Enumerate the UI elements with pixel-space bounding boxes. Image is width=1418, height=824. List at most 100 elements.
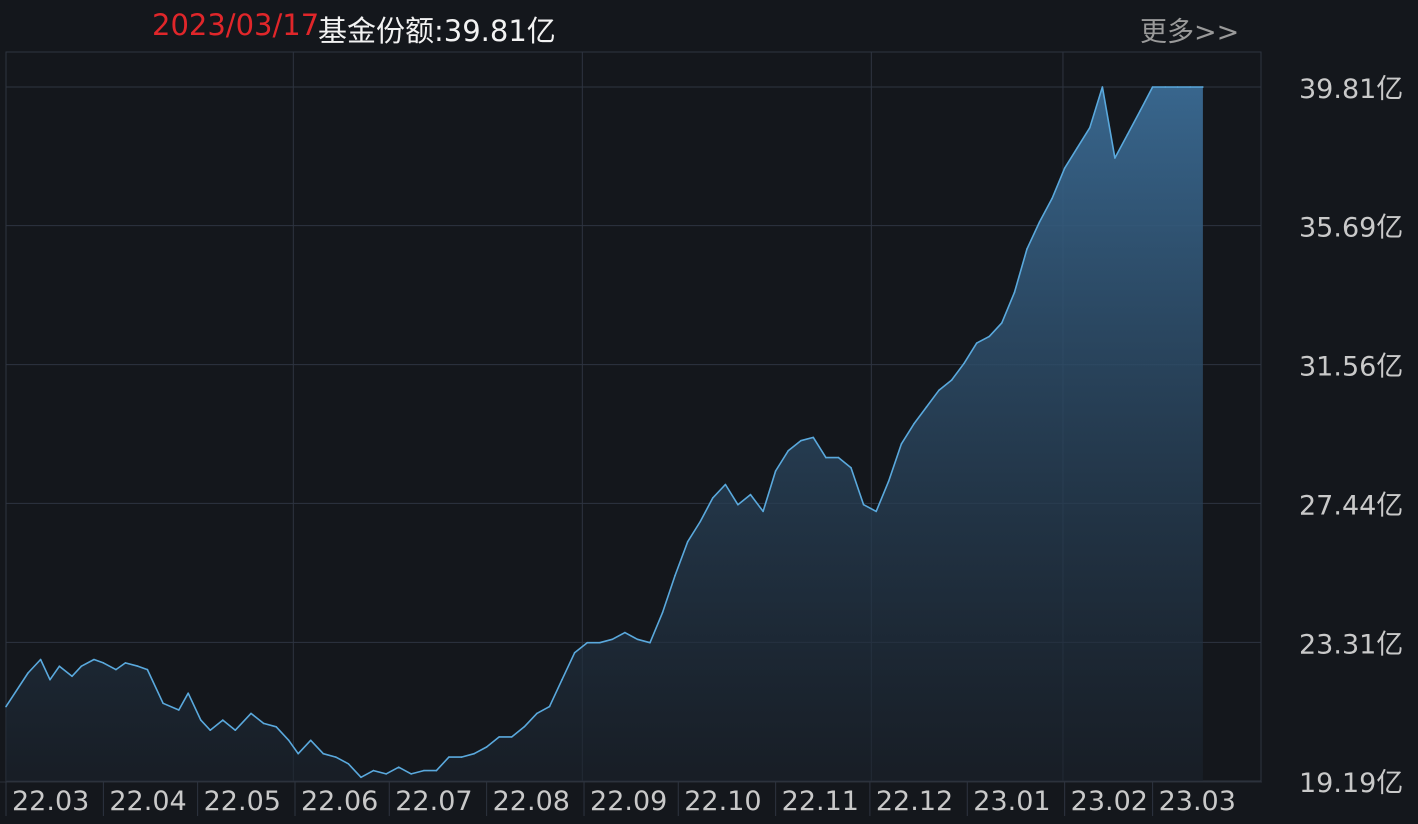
chart-header: 2023/03/17 基金份额:39.81亿 更多>> bbox=[0, 0, 1418, 52]
data-point-88 bbox=[1101, 86, 1104, 88]
data-point-81 bbox=[1013, 291, 1016, 294]
x-tick-label-2: 22.05 bbox=[204, 786, 281, 817]
data-point-80 bbox=[1001, 322, 1003, 324]
x-tick-label-5: 22.08 bbox=[493, 786, 570, 817]
data-point-66 bbox=[825, 456, 827, 459]
data-point-47 bbox=[586, 641, 588, 644]
data-point-12 bbox=[146, 668, 149, 671]
area-fill bbox=[6, 87, 1203, 781]
data-point-87 bbox=[1089, 126, 1091, 129]
data-point-9 bbox=[115, 668, 117, 671]
data-point-14 bbox=[178, 709, 180, 711]
data-point-73 bbox=[913, 423, 915, 425]
data-point-33 bbox=[410, 773, 413, 775]
data-point-67 bbox=[837, 456, 840, 459]
selected-date: 2023/03/17 bbox=[152, 8, 320, 42]
data-point-11 bbox=[137, 665, 139, 667]
y-tick-label-2: 31.56亿 bbox=[1299, 352, 1403, 383]
data-point-23 bbox=[287, 739, 290, 742]
data-point-91 bbox=[1139, 110, 1141, 112]
data-point-13 bbox=[162, 702, 164, 705]
data-point-95 bbox=[1189, 86, 1192, 88]
data-point-92 bbox=[1151, 86, 1154, 88]
data-point-21 bbox=[262, 722, 265, 725]
data-point-57 bbox=[712, 497, 714, 499]
data-point-76 bbox=[950, 379, 953, 381]
x-tick-label-11: 23.02 bbox=[1071, 786, 1148, 817]
data-point-79 bbox=[988, 335, 991, 338]
data-point-3 bbox=[49, 678, 51, 681]
data-point-40 bbox=[498, 736, 501, 738]
data-point-26 bbox=[322, 752, 325, 755]
data-point-28 bbox=[347, 763, 350, 765]
x-tick-label-6: 22.09 bbox=[590, 786, 667, 817]
data-point-62 bbox=[774, 470, 777, 472]
data-point-15 bbox=[187, 692, 189, 694]
y-tick-label-3: 27.44亿 bbox=[1299, 490, 1403, 521]
data-point-6 bbox=[80, 665, 83, 667]
x-tick-label-12: 23.03 bbox=[1159, 786, 1236, 817]
y-axis: 39.81亿 35.69亿 31.56亿 27.44亿 23.31亿 19.19亿 bbox=[1299, 74, 1403, 799]
data-point-46 bbox=[573, 652, 576, 654]
data-point-96 bbox=[1202, 86, 1204, 88]
data-point-59 bbox=[737, 503, 739, 506]
data-point-4 bbox=[58, 665, 61, 667]
data-point-2 bbox=[39, 658, 42, 661]
data-point-49 bbox=[611, 638, 614, 641]
data-point-68 bbox=[850, 466, 852, 469]
data-point-83 bbox=[1038, 221, 1041, 223]
data-point-19 bbox=[234, 729, 237, 731]
data-point-32 bbox=[397, 766, 400, 768]
data-point-82 bbox=[1026, 248, 1028, 250]
data-point-50 bbox=[624, 631, 626, 634]
more-link[interactable]: 更多>> bbox=[1140, 17, 1240, 48]
y-tick-label-5: 19.19亿 bbox=[1299, 768, 1403, 799]
data-point-43 bbox=[536, 712, 538, 715]
data-point-90 bbox=[1126, 133, 1129, 136]
x-tick-label-4: 22.07 bbox=[395, 786, 472, 817]
data-point-51 bbox=[636, 638, 639, 641]
data-point-55 bbox=[686, 540, 689, 543]
data-point-8 bbox=[102, 662, 105, 664]
data-point-42 bbox=[523, 726, 526, 728]
data-point-89 bbox=[1114, 157, 1116, 159]
data-point-74 bbox=[925, 406, 928, 408]
x-axis: 22.03 22.04 22.05 22.06 22.07 22.08 22.09 22.10… bbox=[0, 781, 1262, 817]
data-point-16 bbox=[200, 719, 202, 721]
x-tick-label-3: 22.06 bbox=[301, 786, 378, 817]
data-point-5 bbox=[71, 675, 73, 678]
data-point-56 bbox=[699, 520, 702, 523]
data-point-20 bbox=[250, 712, 252, 715]
data-point-31 bbox=[385, 773, 387, 775]
data-point-69 bbox=[862, 503, 865, 506]
data-point-30 bbox=[372, 769, 375, 772]
data-point-52 bbox=[649, 641, 651, 644]
data-point-54 bbox=[674, 574, 676, 577]
data-point-85 bbox=[1063, 167, 1066, 169]
data-point-17 bbox=[209, 729, 211, 731]
y-tick-label-1: 35.69亿 bbox=[1299, 213, 1403, 244]
data-point-60 bbox=[749, 493, 752, 496]
fund-share-value: 基金份额:39.81亿 bbox=[318, 14, 556, 48]
y-tick-label-4: 23.31亿 bbox=[1299, 629, 1403, 660]
x-tick-label-8: 22.11 bbox=[782, 786, 859, 817]
data-point-45 bbox=[561, 678, 563, 681]
data-point-94 bbox=[1176, 86, 1179, 88]
y-tick-label-0: 39.81亿 bbox=[1299, 74, 1403, 105]
x-tick-label-10: 23.01 bbox=[973, 786, 1050, 817]
data-point-65 bbox=[812, 436, 815, 439]
data-point-72 bbox=[900, 443, 903, 445]
x-tick-label-0: 22.03 bbox=[12, 786, 89, 817]
data-point-44 bbox=[548, 705, 551, 708]
data-point-39 bbox=[485, 746, 488, 748]
data-point-61 bbox=[762, 510, 764, 513]
data-point-18 bbox=[222, 719, 224, 721]
area-series bbox=[5, 86, 1204, 781]
data-point-86 bbox=[1076, 147, 1078, 149]
data-point-7 bbox=[93, 658, 95, 661]
data-point-36 bbox=[448, 756, 450, 758]
data-point-25 bbox=[309, 739, 312, 742]
data-point-84 bbox=[1051, 197, 1053, 200]
data-point-71 bbox=[887, 480, 890, 482]
